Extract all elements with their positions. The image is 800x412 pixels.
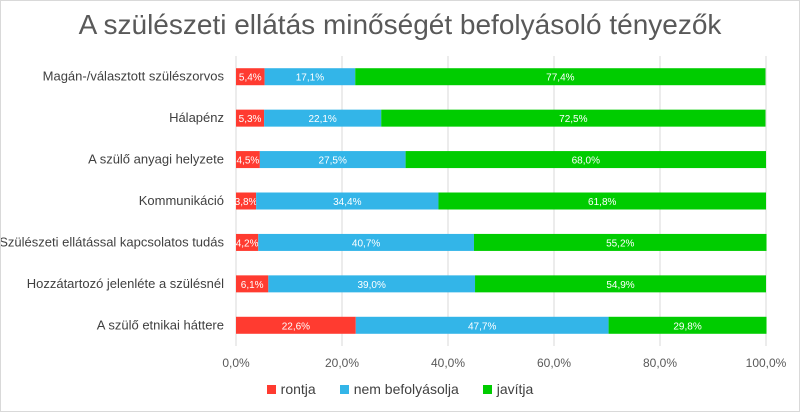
- data-label: 47,7%: [468, 321, 496, 332]
- x-tick-label: 0,0%: [222, 356, 250, 370]
- legend-label: nem befolyásolja: [353, 381, 459, 397]
- legend-item: rontja: [266, 381, 316, 397]
- bar-segment: [438, 192, 766, 210]
- bar-segment: [473, 233, 767, 251]
- x-tick-label: 80,0%: [643, 356, 677, 370]
- category-label: Kommunikáció: [139, 193, 224, 208]
- data-label: 4,2%: [236, 238, 259, 249]
- legend-swatch: [266, 385, 276, 394]
- data-label: 6,1%: [241, 280, 264, 291]
- data-label: 22,6%: [282, 321, 310, 332]
- data-label: 39,0%: [358, 280, 386, 291]
- chart-legend: rontja nem befolyásolja javítja: [1, 381, 799, 397]
- bar-segment: [236, 151, 260, 169]
- category-label: A szülő etnikai háttere: [97, 317, 224, 332]
- legend-item: nem befolyásolja: [339, 381, 459, 397]
- bar-segment: [355, 316, 609, 334]
- data-label: 5,4%: [239, 73, 262, 84]
- data-label: 4,5%: [237, 156, 260, 167]
- category-label: Szülészeti ellátással kapcsolatos tudás: [1, 234, 224, 249]
- bar-segment: [236, 109, 265, 127]
- legend-swatch: [482, 385, 492, 394]
- data-label: 29,8%: [673, 321, 701, 332]
- legend-label: rontja: [280, 381, 316, 397]
- data-label: 3,8%: [235, 197, 258, 208]
- bar-segment: [236, 275, 269, 293]
- category-label: Hálapénz: [169, 110, 224, 125]
- bar-segment: [355, 68, 766, 86]
- legend-swatch: [339, 385, 349, 394]
- legend-item: javítja: [482, 381, 534, 397]
- bar-segment: [264, 68, 356, 86]
- data-label: 61,8%: [588, 197, 616, 208]
- bar-segment: [236, 233, 259, 251]
- bar-segment: [236, 68, 265, 86]
- data-label: 55,2%: [606, 238, 634, 249]
- data-label: 17,1%: [296, 73, 324, 84]
- bar-segment: [264, 109, 382, 127]
- data-label: 54,9%: [606, 280, 634, 291]
- x-tick-label: 20,0%: [325, 356, 359, 370]
- x-tick-label: 60,0%: [537, 356, 571, 370]
- bar-segment: [236, 192, 257, 210]
- category-label: Magán-/választott szülészorvos: [43, 69, 225, 84]
- bar-segment: [381, 109, 766, 127]
- data-label: 5,3%: [239, 114, 262, 125]
- bar-segment: [236, 316, 356, 334]
- category-label: A szülő anyagi helyzete: [88, 152, 224, 167]
- data-label: 77,4%: [546, 73, 574, 84]
- data-label: 34,4%: [333, 197, 361, 208]
- bar-segment: [405, 151, 766, 169]
- bar-segment: [259, 151, 406, 169]
- bar-segment: [268, 275, 476, 293]
- bar-segment: [256, 192, 439, 210]
- data-label: 22,1%: [308, 114, 336, 125]
- bar-segment: [258, 233, 474, 251]
- bar-segment: [608, 316, 767, 334]
- x-tick-label: 100,0%: [746, 356, 787, 370]
- category-label: Hozzátartozó jelenléte a szülésnél: [27, 276, 224, 291]
- data-label: 72,5%: [559, 114, 587, 125]
- bar-segment: [475, 275, 766, 293]
- data-label: 27,5%: [319, 156, 347, 167]
- chart-title: A szülészeti ellátás minőségét befolyáso…: [78, 9, 722, 40]
- x-tick-label: 40,0%: [431, 356, 465, 370]
- data-label: 40,7%: [352, 238, 380, 249]
- data-label: 68,0%: [572, 156, 600, 167]
- legend-label: javítja: [496, 381, 534, 397]
